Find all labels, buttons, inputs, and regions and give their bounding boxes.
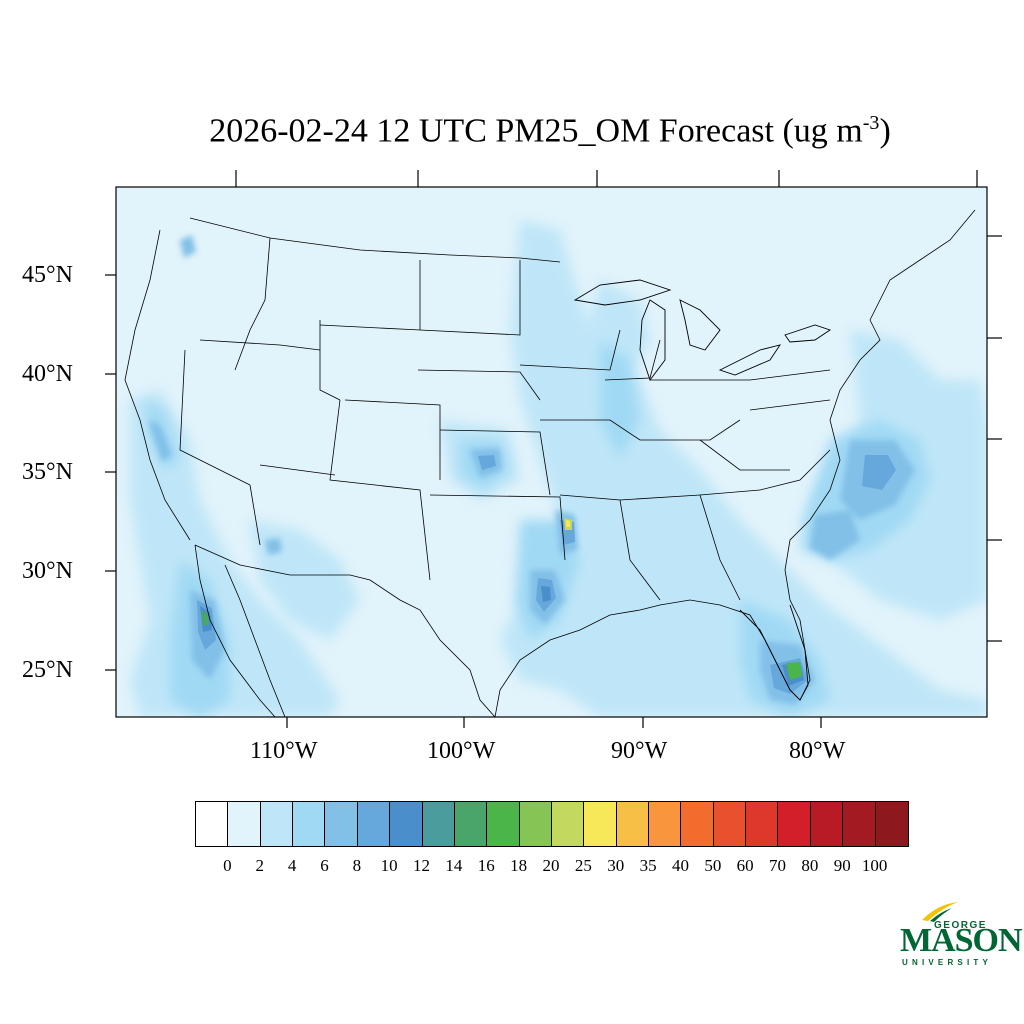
colorbar-tick-label: 40 xyxy=(671,856,689,875)
colorbar-tick-label: 4 xyxy=(287,856,297,875)
colorbar-swatch xyxy=(454,802,488,846)
colorbar-tick-label: 25 xyxy=(574,856,592,875)
page-title: 2026-02-24 12 UTC PM25_OM Forecast (ug m… xyxy=(209,112,891,150)
lat-label-40: 40°N xyxy=(22,361,73,387)
colorbar-swatch xyxy=(843,802,876,846)
colorbar-tick-label: 10 xyxy=(380,856,398,875)
colorbar-swatch xyxy=(649,802,682,846)
colorbar-tick-label: 20 xyxy=(542,856,560,875)
colorbar-tick-label: 90 xyxy=(833,856,851,875)
colorbar-swatch xyxy=(293,802,326,846)
logo-university-text: UNIVERSITY xyxy=(902,958,993,967)
lat-label-45: 45°N xyxy=(22,262,73,288)
colorbar-swatch xyxy=(228,802,261,846)
colorbar-tick-label: 35 xyxy=(639,856,657,875)
great-lakes xyxy=(573,279,832,381)
colorbar-swatch xyxy=(422,802,455,846)
colorbar-swatch xyxy=(584,802,617,846)
colorbar-swatch xyxy=(260,802,294,846)
lat-label-30: 30°N xyxy=(22,558,73,584)
colorbar-tick-label: 18 xyxy=(510,856,528,875)
logo-swoosh-icon xyxy=(922,902,958,922)
colorbar-swatch xyxy=(551,802,585,846)
lon-label-110w: 110°W xyxy=(250,738,318,764)
map-frame xyxy=(115,186,988,718)
colorbar-tick-label: 80 xyxy=(801,856,819,875)
colorbar-tick-label: 8 xyxy=(352,856,362,875)
lat-label-35: 35°N xyxy=(22,459,73,485)
colorbar-swatch xyxy=(325,802,358,846)
colorbar-tick-label: 50 xyxy=(704,856,722,875)
hotspot-fields xyxy=(201,518,802,680)
colorbar-swatch xyxy=(778,802,811,846)
colorbar-swatch xyxy=(713,802,747,846)
logo-mason-text: MASON xyxy=(900,922,1023,959)
colorbar-tick-label: 12 xyxy=(413,856,431,875)
lon-label-90w: 90°W xyxy=(611,738,668,764)
colorbar-tick-label: 6 xyxy=(320,856,329,875)
colorbar-swatch xyxy=(519,802,552,846)
logo-george-text: GEORGE xyxy=(934,920,987,931)
colorbar-tick-label: 2 xyxy=(255,856,264,875)
colorbar-swatch xyxy=(390,802,423,846)
colorbar-tick-label: 100 xyxy=(861,856,888,875)
colorbar-tick-label: 30 xyxy=(607,856,625,875)
colorbar-swatch xyxy=(616,802,650,846)
colorbar-swatch xyxy=(875,802,908,846)
colorbar-tick-label: 0 xyxy=(223,856,232,875)
colorbar-tick-label: 14 xyxy=(445,856,463,875)
lat-label-25: 25°N xyxy=(22,657,73,683)
lon-label-100w: 100°W xyxy=(427,738,496,764)
colorbar-swatch xyxy=(196,802,229,846)
colorbar-swatch xyxy=(357,802,391,846)
lon-label-80w: 80°W xyxy=(789,738,846,764)
colorbar-swatch xyxy=(681,802,714,846)
george-mason-logo: GEORGE MASON UNIVERSITY xyxy=(898,898,1023,968)
colorbar-tick-label: 60 xyxy=(736,856,754,875)
colorbar-swatch xyxy=(487,802,520,846)
colorbar-tick-label: 70 xyxy=(769,856,787,875)
tick-marks xyxy=(105,170,1002,728)
colorbar-swatch xyxy=(746,802,779,846)
colorbar xyxy=(195,801,909,847)
florida-coast xyxy=(739,604,809,701)
colorbar-tick-label: 16 xyxy=(477,856,495,875)
colorbar-swatch xyxy=(810,802,844,846)
